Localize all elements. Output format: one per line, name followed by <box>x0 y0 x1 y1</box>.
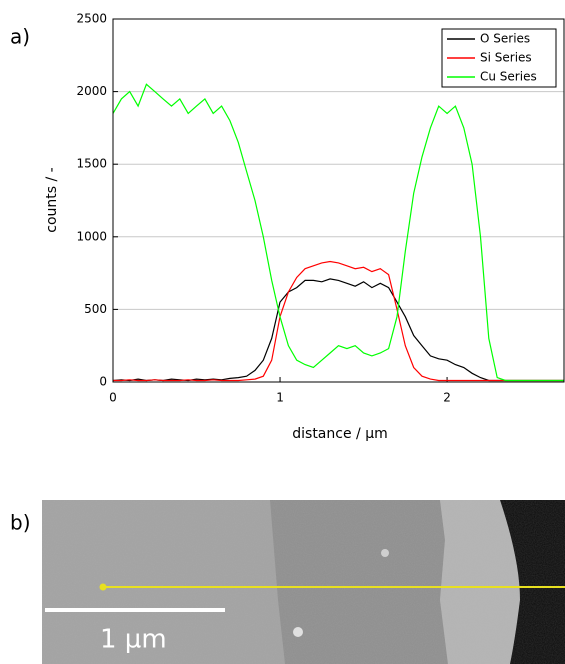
y-tick-label: 2000 <box>76 84 107 98</box>
panel-label: a) <box>10 25 30 49</box>
x-axis-label: distance / µm <box>292 426 387 442</box>
x-tick-label: 0 <box>109 391 117 405</box>
legend-label: O Series <box>480 32 530 46</box>
panel-label: b) <box>10 511 31 535</box>
y-tick-label: 0 <box>99 375 107 389</box>
scale-bar-label: 1 µm <box>100 625 167 655</box>
plot-lines <box>113 83 564 382</box>
legend-label: Cu Series <box>480 70 537 84</box>
series-line <box>113 260 564 382</box>
y-axis-label: counts / - <box>44 167 60 232</box>
plot-frame <box>112 18 565 383</box>
y-tick-label: 2500 <box>76 12 107 26</box>
x-tick-label: 2 <box>443 391 451 405</box>
series-line <box>113 278 564 382</box>
x-tick-label: 1 <box>276 391 284 405</box>
series-line <box>113 83 564 382</box>
sem-image: 1 µm <box>42 500 565 664</box>
legend-label: Si Series <box>480 51 532 65</box>
y-tick-label: 1000 <box>76 229 107 243</box>
y-tick-label: 1500 <box>76 157 107 171</box>
y-tick-label: 500 <box>84 302 107 316</box>
